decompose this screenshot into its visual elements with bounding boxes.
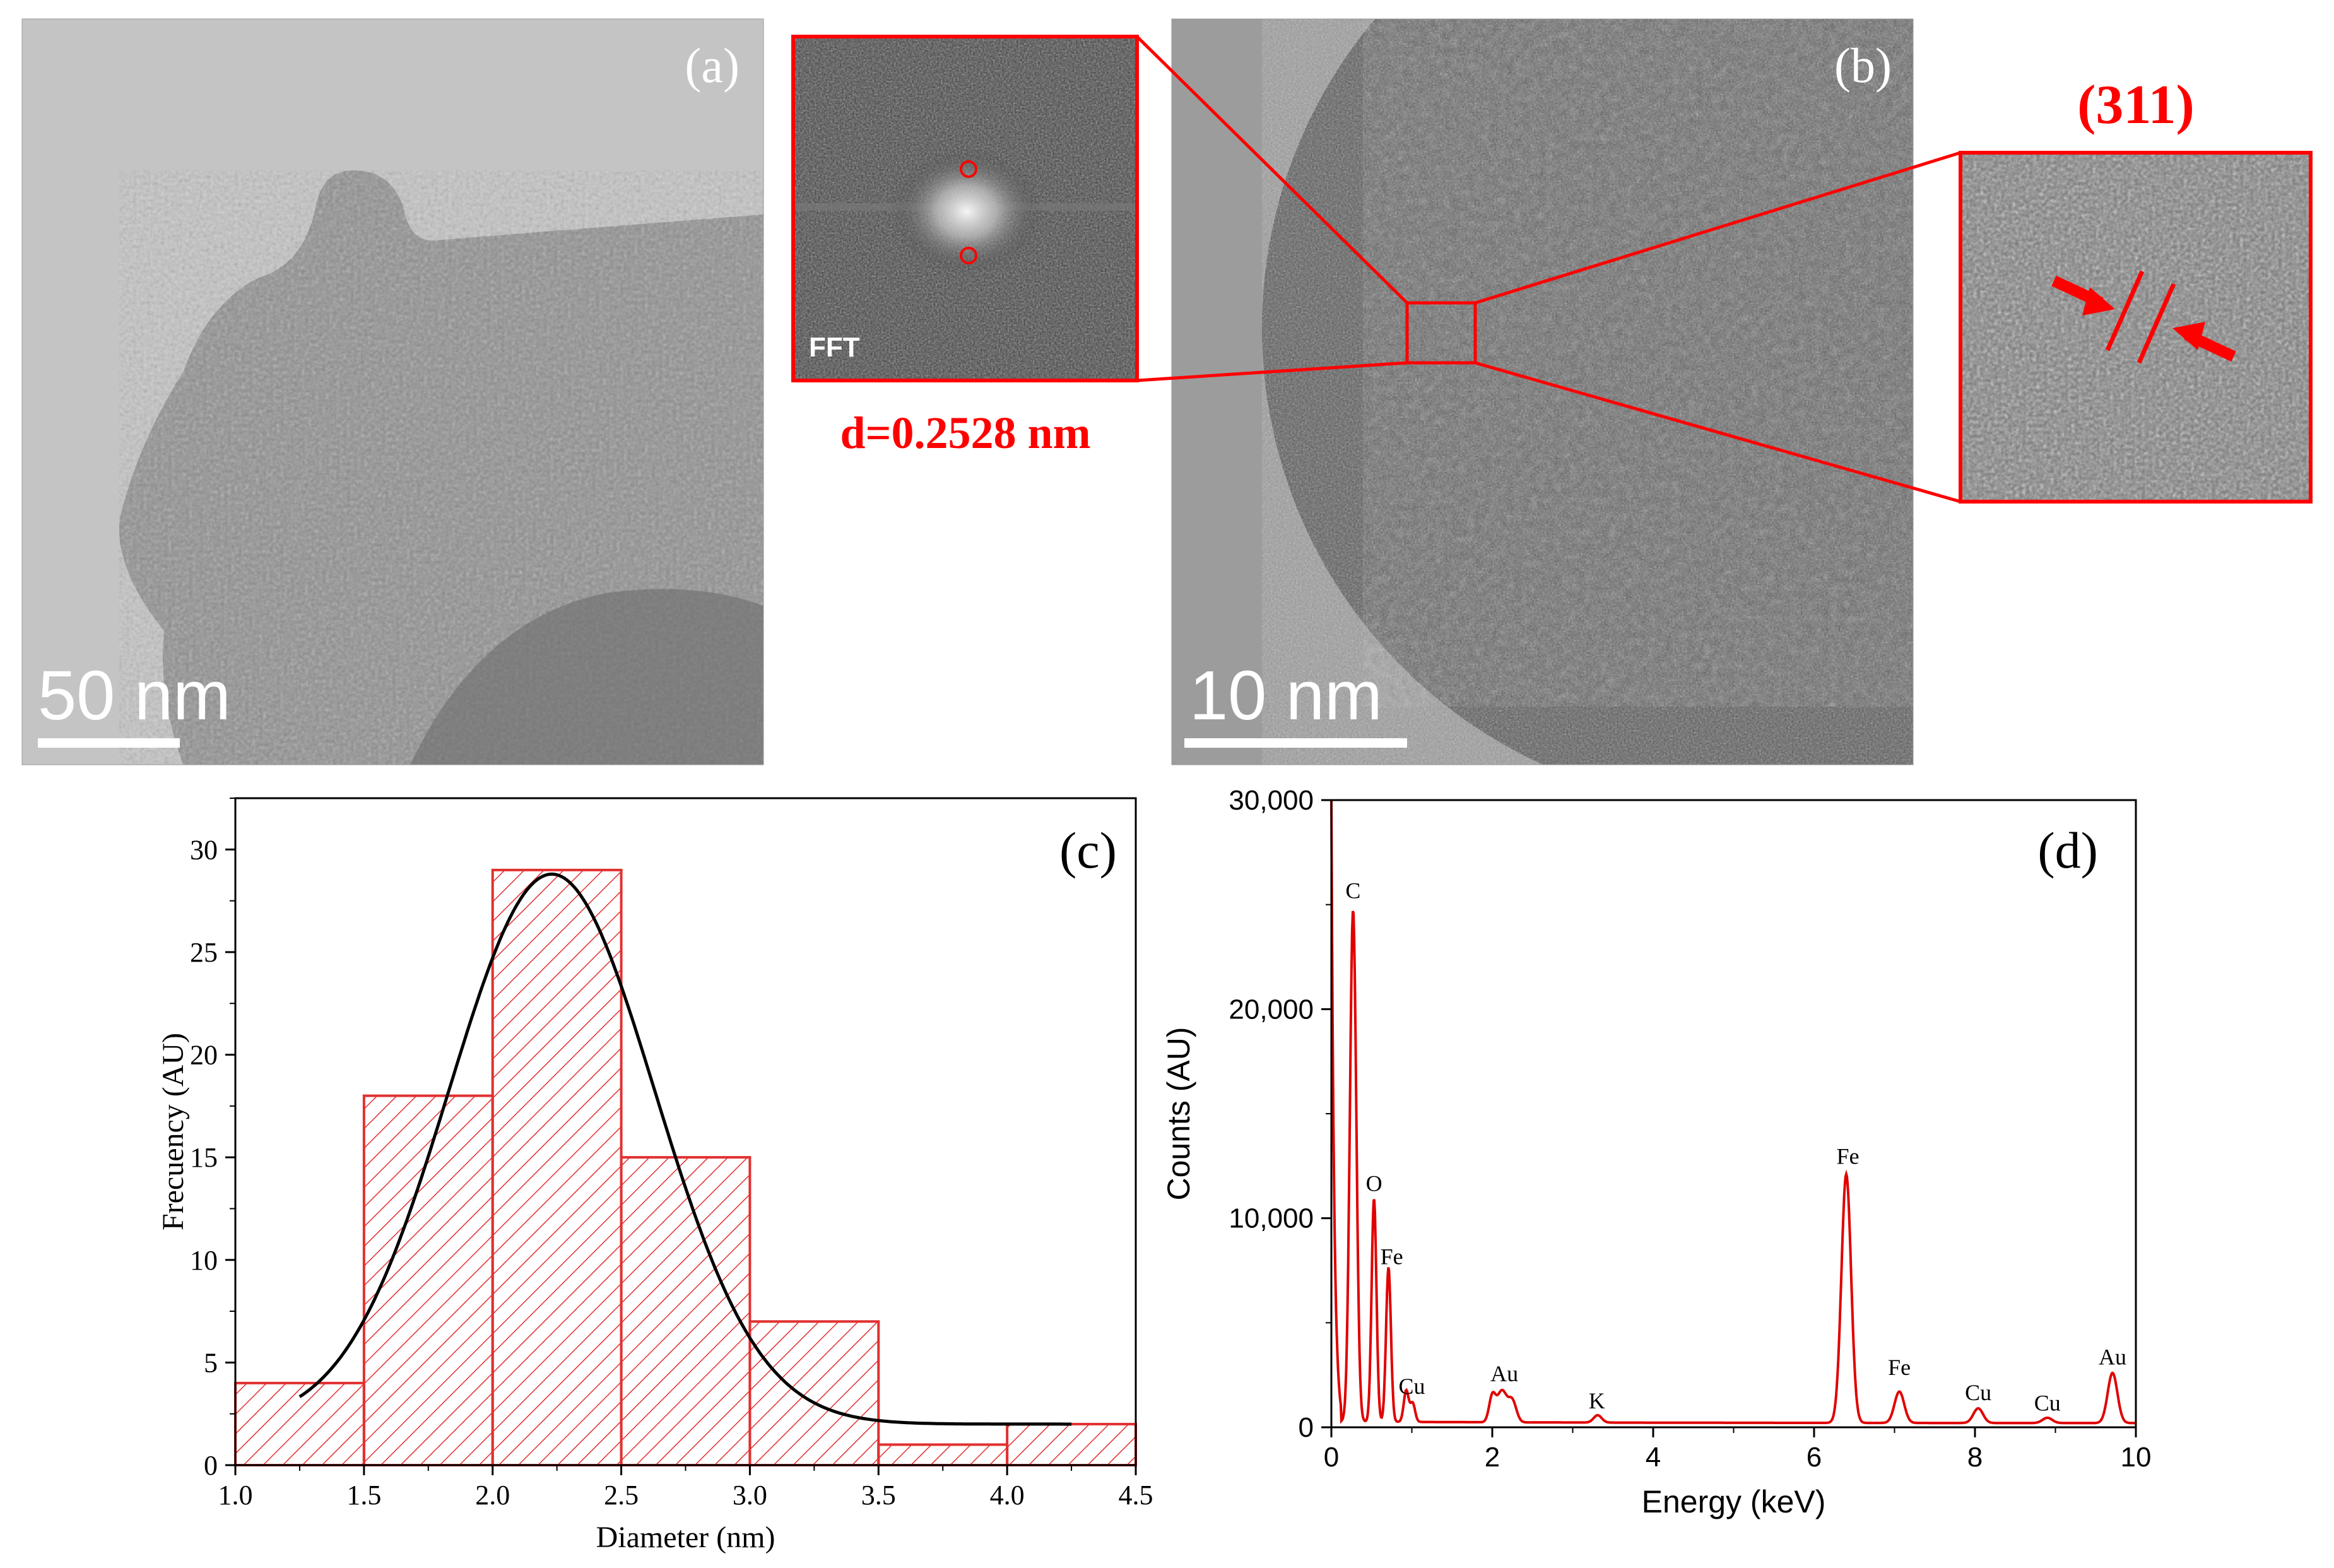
peak-label: Cu xyxy=(1398,1374,1425,1399)
histogram-bar-hatch xyxy=(1007,1424,1136,1465)
x-tick-label-c: 4.5 xyxy=(1119,1480,1153,1511)
panel-a-scalebar xyxy=(38,738,180,748)
fft-border xyxy=(791,35,1139,382)
y-tick-label-d: 30,000 xyxy=(1229,785,1314,816)
peak-label: Au xyxy=(2099,1345,2126,1370)
x-axis-label-c: Diameter (nm) xyxy=(596,1521,775,1554)
peak-label: O xyxy=(1366,1171,1382,1196)
panel-a-tem-image xyxy=(22,19,763,765)
y-tick-label-c: 0 xyxy=(204,1450,218,1481)
histogram-bar-hatch xyxy=(621,1157,750,1465)
y-tick-label-c: 25 xyxy=(190,937,218,968)
y-axis-label-d: Counts (AU) xyxy=(1161,1027,1196,1200)
arrow-right-head xyxy=(2172,322,2205,350)
panel-b-scalebar xyxy=(1184,738,1407,748)
panel-d-label: (d) xyxy=(2037,822,2098,879)
y-tick-label-c: 30 xyxy=(190,834,218,865)
peak-label: Fe xyxy=(1381,1244,1403,1270)
x-tick-label-d: 0 xyxy=(1324,1442,1339,1473)
panel-c-label: (c) xyxy=(1059,822,1117,879)
peak-label: Cu xyxy=(1965,1380,1991,1405)
eds-spectrum-line xyxy=(1330,799,2136,1425)
plane-label: (311) xyxy=(2077,74,2195,136)
fft-spot-top xyxy=(960,160,977,178)
peak-label: Au xyxy=(1490,1361,1518,1386)
fft-connector-top xyxy=(1136,35,1408,304)
y-axis-label-c: Frecuency (AU) xyxy=(156,1033,190,1230)
fft-label: FFT xyxy=(809,332,860,363)
zoom-connector-top xyxy=(1475,151,1961,305)
peak-label: Fe xyxy=(1837,1144,1860,1169)
selection-box xyxy=(1405,301,1477,365)
x-tick-label-d: 8 xyxy=(1967,1442,1983,1473)
panel-b-label: (b) xyxy=(1834,38,1892,93)
panel-b-border xyxy=(1171,18,1914,765)
panel-b-scalebar-label: 10 nm xyxy=(1189,657,1382,734)
x-tick-label-c: 1.0 xyxy=(218,1480,253,1511)
y-tick-label-c: 5 xyxy=(204,1347,218,1378)
fft-spot-bottom xyxy=(960,247,977,264)
panel-a-border xyxy=(21,18,764,765)
x-tick-label-d: 2 xyxy=(1485,1442,1500,1473)
zoom-border xyxy=(1959,151,2313,504)
histogram-bar-hatch xyxy=(750,1321,879,1465)
y-tick-label-c: 10 xyxy=(190,1245,218,1276)
x-tick-label-c: 2.5 xyxy=(604,1480,639,1511)
peak-label: C xyxy=(1345,878,1360,904)
y-tick-label-d: 20,000 xyxy=(1229,994,1314,1025)
peak-label: Cu xyxy=(2034,1390,2061,1415)
x-tick-label-d: 4 xyxy=(1646,1442,1661,1473)
histogram-bar-hatch xyxy=(492,869,622,1465)
y-tick-label-c: 15 xyxy=(190,1142,218,1173)
peak-label: K xyxy=(1589,1388,1605,1413)
x-tick-label-c: 1.5 xyxy=(346,1480,381,1511)
x-tick-label-c: 3.0 xyxy=(733,1480,767,1511)
x-tick-label-c: 2.0 xyxy=(475,1480,510,1511)
d-spacing-label: d=0.2528 nm xyxy=(840,408,1090,458)
y-tick-label-d: 0 xyxy=(1299,1412,1314,1443)
fft-connector-bottom xyxy=(1136,361,1408,382)
x-axis-label-d: Energy (keV) xyxy=(1642,1484,1826,1519)
histogram-bar-hatch xyxy=(878,1444,1008,1465)
x-tick-label-c: 4.0 xyxy=(990,1480,1025,1511)
y-tick-label-c: 20 xyxy=(190,1040,218,1071)
panel-b-hrtem-image xyxy=(1172,19,1913,765)
plot-area-d xyxy=(1331,800,2136,1427)
panel-a-label: (a) xyxy=(685,38,740,93)
lattice-fringe-line-1 xyxy=(2105,270,2145,351)
zoom-connector-bottom xyxy=(1475,361,1961,504)
panel-d-eds-spectrum: C O Fe Cu Au K Fe Fe Cu Cu Au 0 2 4 6 8 10 0 10,000 20,000 3… xyxy=(1161,785,2151,1519)
arrow-left-head xyxy=(2082,287,2115,315)
x-tick-label-c: 3.5 xyxy=(861,1480,896,1511)
x-tick-label-d: 10 xyxy=(2121,1442,2152,1473)
lattice-fringe-line-2 xyxy=(2137,283,2176,364)
panel-c-histogram: 1.0 1.5 2.0 2.5 3.0 3.5 4.0 4.5 0 5 10 15 20 25 30 Diam… xyxy=(156,797,1153,1554)
peak-label: Fe xyxy=(1888,1355,1911,1380)
lattice-zoom-image xyxy=(1960,153,2311,502)
fft-image xyxy=(793,37,1137,380)
x-tick-label-d: 6 xyxy=(1806,1442,1822,1473)
gaussian-fit-line xyxy=(298,872,1072,1426)
y-tick-label-d: 10,000 xyxy=(1229,1203,1314,1234)
panel-a-scalebar-label: 50 nm xyxy=(38,657,231,734)
